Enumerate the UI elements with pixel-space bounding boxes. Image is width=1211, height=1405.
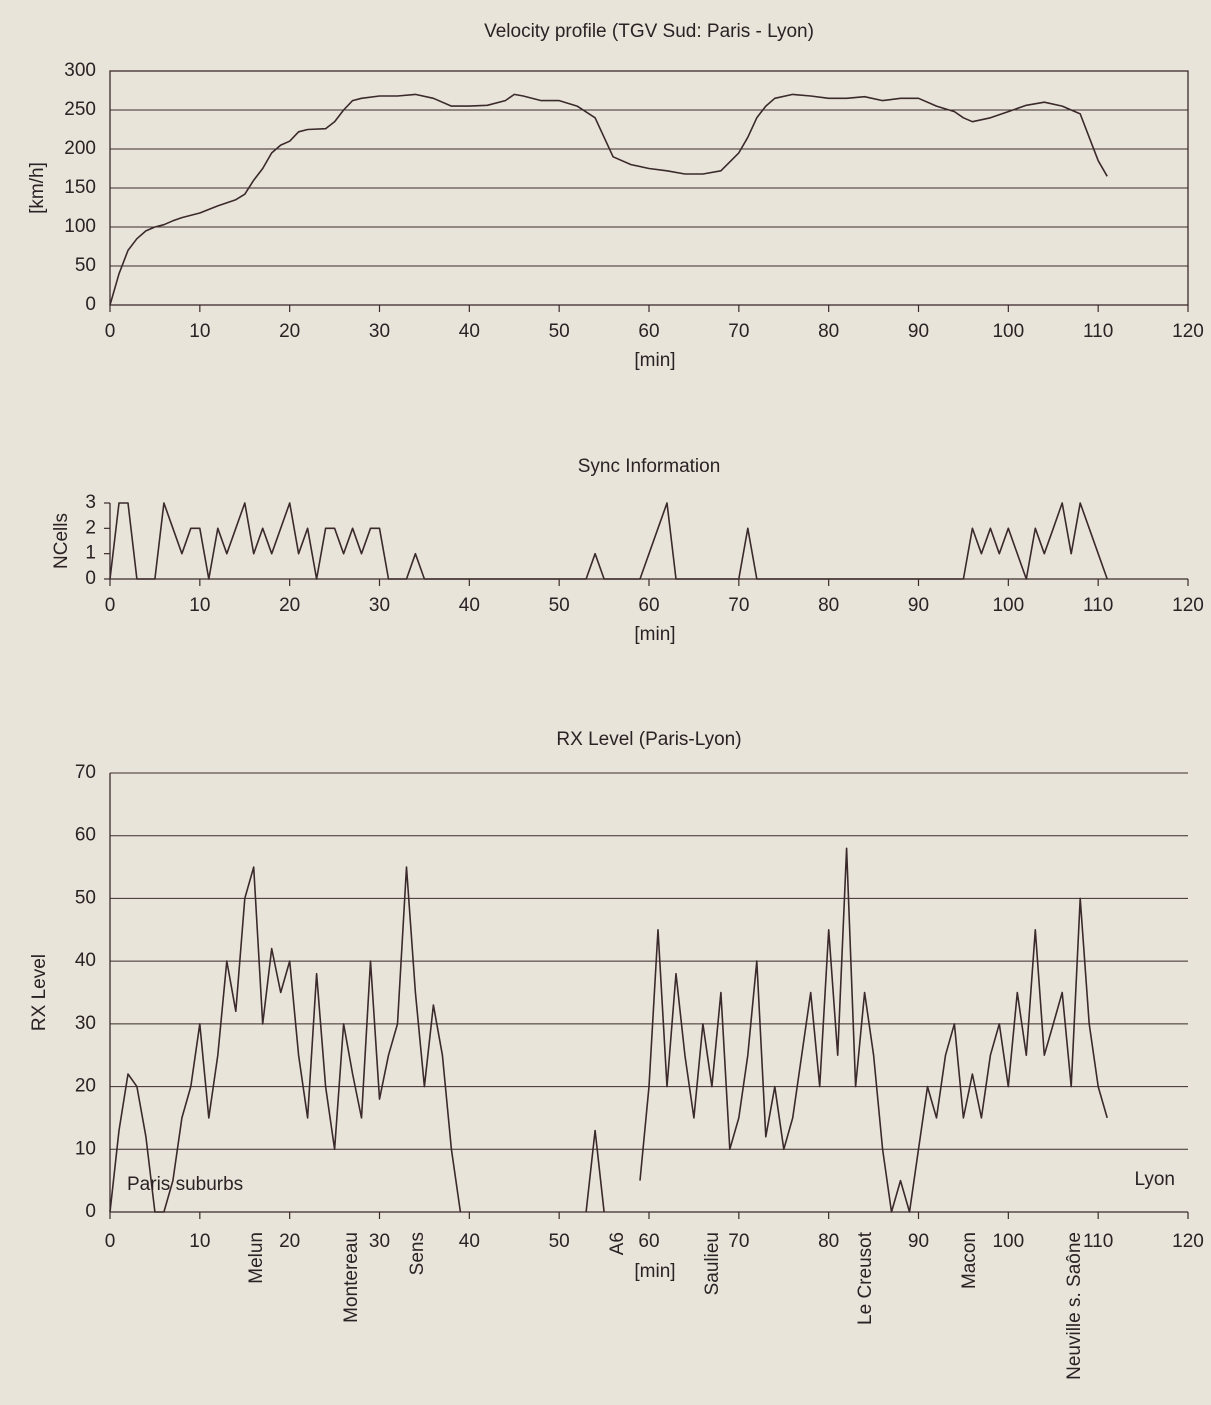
x-tick-label: 50 [549, 1231, 570, 1252]
y-tick-label: 30 [75, 1013, 96, 1034]
x-axis-label: [min] [634, 350, 675, 371]
station-label: Le Creusot [855, 1231, 876, 1325]
data-line [109, 502, 1108, 580]
station-label: Melun [246, 1232, 267, 1284]
y-tick-label: 70 [75, 762, 96, 783]
y-tick-label: 20 [75, 1076, 96, 1097]
x-axis-label: [min] [634, 624, 675, 645]
x-tick-label: 90 [908, 1231, 929, 1252]
station-label: Saulieu [702, 1232, 723, 1295]
annotation: Lyon [1135, 1169, 1176, 1190]
y-axis-label: RX Level [29, 954, 50, 1031]
x-tick-label: 80 [818, 1231, 839, 1252]
x-tick-label: 100 [992, 1231, 1024, 1252]
station-label: Neuville s. Saône [1064, 1232, 1085, 1380]
x-tick-label: 110 [1083, 1231, 1113, 1252]
y-tick-label: 60 [75, 825, 96, 846]
x-tick-label: 0 [105, 595, 116, 616]
x-tick-label: 80 [818, 595, 839, 616]
chart-title: Velocity profile (TGV Sud: Paris - Lyon) [484, 21, 814, 42]
annotation: Paris suburbs [127, 1174, 243, 1195]
x-tick-label: 60 [638, 595, 659, 616]
x-tick-label: 30 [369, 595, 390, 616]
x-tick-label: 0 [105, 1231, 116, 1252]
x-tick-label: 0 [105, 321, 116, 342]
y-tick-label: 1 [85, 543, 96, 564]
y-tick-label: 40 [75, 950, 96, 971]
x-tick-label: 100 [992, 321, 1024, 342]
x-axis-label: [min] [634, 1261, 675, 1282]
y-axis-label: [km/h] [27, 162, 48, 214]
x-tick-label: 110 [1083, 595, 1113, 616]
y-tick-label: 2 [85, 517, 96, 538]
station-label: A6 [607, 1232, 628, 1255]
x-tick-label: 10 [189, 595, 210, 616]
station-label: Sens [407, 1232, 428, 1275]
station-label: Montereau [341, 1232, 362, 1323]
x-tick-label: 40 [459, 321, 480, 342]
x-tick-label: 70 [728, 595, 749, 616]
x-tick-label: 70 [728, 1231, 749, 1252]
x-tick-label: 10 [189, 1231, 210, 1252]
x-tick-label: 50 [549, 321, 570, 342]
x-tick-label: 70 [728, 321, 749, 342]
y-tick-label: 50 [75, 255, 96, 276]
y-tick-label: 250 [64, 99, 96, 120]
y-tick-label: 50 [75, 887, 96, 908]
y-tick-label: 0 [85, 294, 96, 315]
y-tick-label: 10 [75, 1138, 96, 1159]
x-tick-label: 120 [1172, 321, 1204, 342]
x-tick-label: 20 [279, 595, 300, 616]
plot-frame [109, 70, 1189, 306]
y-tick-label: 150 [64, 177, 96, 198]
y-tick-label: 3 [85, 492, 96, 513]
y-tick-label: 300 [64, 60, 96, 81]
x-tick-label: 90 [908, 595, 929, 616]
x-tick-label: 20 [279, 321, 300, 342]
x-tick-label: 60 [638, 1231, 659, 1252]
x-tick-label: 20 [279, 1231, 300, 1252]
station-label: Macon [959, 1232, 980, 1289]
x-tick-label: 60 [638, 321, 659, 342]
y-tick-label: 0 [85, 1201, 96, 1222]
x-tick-label: 40 [459, 595, 480, 616]
x-tick-label: 50 [549, 595, 570, 616]
x-tick-label: 100 [992, 595, 1024, 616]
y-tick-label: 200 [64, 138, 96, 159]
chart-title: RX Level (Paris-Lyon) [556, 729, 741, 750]
x-tick-label: 80 [818, 321, 839, 342]
y-axis-label: NCells [51, 513, 72, 569]
x-tick-label: 120 [1172, 595, 1204, 616]
x-tick-label: 120 [1172, 1231, 1204, 1252]
x-tick-label: 10 [189, 321, 210, 342]
x-tick-label: 30 [369, 321, 390, 342]
x-tick-label: 30 [369, 1231, 390, 1252]
x-tick-label: 110 [1083, 321, 1113, 342]
y-tick-label: 100 [64, 216, 96, 237]
data-line [109, 93, 1108, 306]
x-tick-label: 90 [908, 321, 929, 342]
data-line [109, 847, 1108, 1213]
y-tick-label: 0 [85, 568, 96, 589]
chart-title: Sync Information [578, 456, 721, 477]
x-tick-label: 40 [459, 1231, 480, 1252]
